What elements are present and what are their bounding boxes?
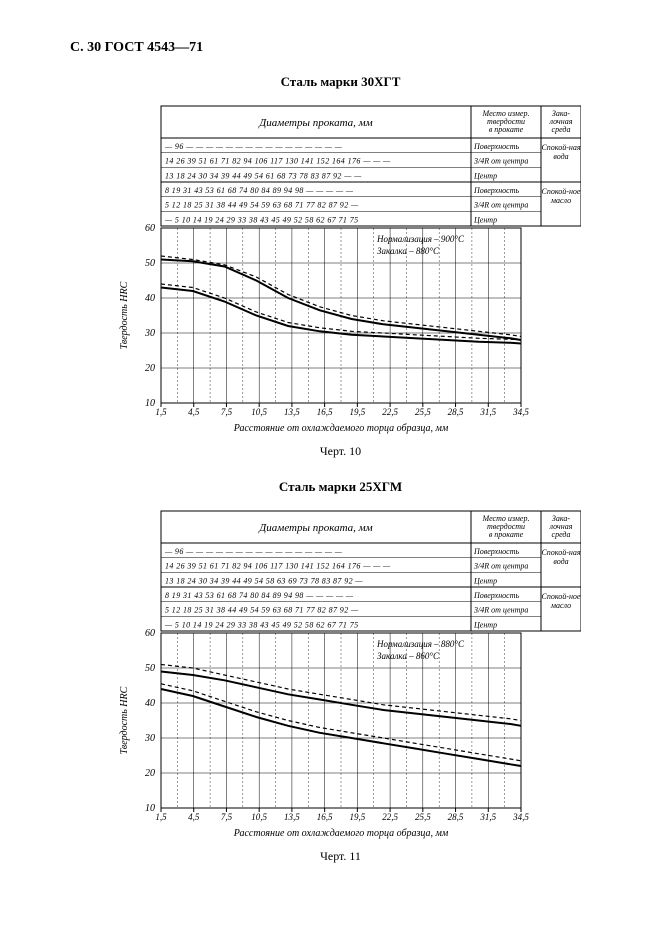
x-tick: 31,5 — [479, 812, 496, 822]
x-tick: 16,5 — [316, 407, 332, 417]
diam-row: 14 26 39 51 61 71 82 94 106 117 130 141 … — [165, 562, 391, 571]
diam-row: 14 26 39 51 61 71 82 94 106 117 130 141 … — [165, 157, 391, 166]
x-tick: 10,5 — [251, 407, 267, 417]
x-tick: 16,5 — [316, 812, 332, 822]
measure-loc: 3/4R от центра — [473, 157, 528, 166]
x-tick: 25,5 — [414, 812, 430, 822]
measure-loc: Поверхность — [473, 591, 519, 600]
y-tick: 10 — [145, 398, 155, 409]
x-tick: 1,5 — [155, 812, 167, 822]
y-tick: 30 — [144, 733, 155, 744]
svg-text:в прокате: в прокате — [488, 125, 523, 134]
svg-text:Спокой-ное: Спокой-ное — [541, 592, 580, 601]
norm-label: Нормализация – 880°С — [376, 639, 465, 649]
y-label: Твердость HRC — [119, 281, 130, 349]
measure-loc: 3/4R от центра — [473, 562, 528, 571]
chart-svg: Диаметры проката, ммМесто измер.твердост… — [101, 98, 581, 438]
y-label: Твердость HRC — [119, 686, 130, 754]
diam-row: — 5 10 14 19 24 29 33 38 43 45 49 52 58 … — [164, 215, 359, 224]
svg-text:вода: вода — [553, 152, 568, 161]
x-label: Расстояние от охлаждаемого торца образца… — [232, 828, 448, 839]
measure-loc: 3/4R от центра — [473, 201, 528, 210]
svg-text:Спокой-ное: Спокой-ное — [541, 187, 580, 196]
x-tick: 34,5 — [512, 812, 529, 822]
y-tick: 10 — [145, 803, 155, 814]
x-tick: 34,5 — [512, 407, 529, 417]
x-tick: 13,5 — [284, 407, 300, 417]
chart-svg: Диаметры проката, ммМесто измер.твердост… — [101, 503, 581, 843]
diam-row: — 5 10 14 19 24 29 33 38 43 45 49 52 58 … — [164, 620, 359, 629]
x-tick: 1,5 — [155, 407, 167, 417]
x-tick: 4,5 — [188, 407, 200, 417]
measure-loc: 3/4R от центра — [473, 606, 528, 615]
measure-loc: Поверхность — [473, 186, 519, 195]
svg-text:среда: среда — [551, 125, 570, 134]
chart-title: Сталь марки 30ХГТ — [70, 74, 611, 90]
y-tick: 50 — [145, 663, 155, 674]
diam-row: — 96 — — — — — — — — — — — — — — — — — [164, 142, 343, 151]
curve-upper_solid — [161, 260, 521, 341]
y-tick: 20 — [145, 363, 155, 374]
x-tick: 22,5 — [382, 407, 398, 417]
svg-text:масло: масло — [549, 601, 570, 610]
x-tick: 31,5 — [479, 407, 496, 417]
svg-text:Спокой-ная: Спокой-ная — [541, 548, 580, 557]
x-tick: 10,5 — [251, 812, 267, 822]
chart-caption: Черт. 10 — [70, 444, 611, 459]
chart-caption: Черт. 11 — [70, 849, 611, 864]
svg-text:Спокой-ная: Спокой-ная — [541, 143, 580, 152]
measure-loc: Центр — [473, 620, 497, 629]
chart-block: Сталь марки 30ХГТ Диаметры проката, ммМес… — [70, 74, 611, 459]
svg-text:в прокате: в прокате — [488, 530, 523, 539]
diam-row: 13 18 24 30 34 39 44 49 54 58 63 69 73 7… — [165, 576, 363, 585]
x-tick: 28,5 — [447, 407, 463, 417]
chart-title: Сталь марки 25ХГМ — [70, 479, 611, 495]
hard-label: Закалка – 880°С — [377, 246, 440, 256]
x-tick: 22,5 — [382, 812, 398, 822]
x-tick: 7,5 — [220, 407, 232, 417]
x-tick: 25,5 — [414, 407, 430, 417]
curve-upper_dash — [161, 665, 521, 721]
diam-row: — 96 — — — — — — — — — — — — — — — — — [164, 547, 343, 556]
measure-loc: Центр — [473, 576, 497, 585]
measure-loc: Центр — [473, 215, 497, 224]
y-tick: 40 — [145, 698, 155, 709]
measure-loc: Центр — [473, 171, 497, 180]
x-tick: 19,5 — [349, 812, 365, 822]
diam-row: 13 18 24 30 34 39 44 49 54 61 68 73 78 8… — [165, 171, 362, 180]
x-tick: 4,5 — [188, 812, 200, 822]
y-tick: 40 — [145, 293, 155, 304]
chart-block: Сталь марки 25ХГМ Диаметры проката, ммМес… — [70, 479, 611, 864]
page-header: С. 30 ГОСТ 4543—71 — [70, 40, 611, 56]
x-label: Расстояние от охлаждаемого торца образца… — [232, 423, 448, 434]
y-tick: 30 — [144, 328, 155, 339]
diam-row: 5 12 18 25 31 38 44 49 54 59 63 68 71 77… — [165, 201, 359, 210]
y-tick: 60 — [145, 223, 155, 234]
x-tick: 28,5 — [447, 812, 463, 822]
diam-title: Диаметры проката, мм — [258, 117, 372, 129]
y-tick: 50 — [145, 258, 155, 269]
measure-loc: Поверхность — [473, 547, 519, 556]
norm-label: Нормализация – 900°С — [376, 234, 465, 244]
diam-row: 8 19 31 43 53 61 68 74 80 84 89 94 98 — … — [165, 591, 354, 600]
x-tick: 13,5 — [284, 812, 300, 822]
measure-loc: Поверхность — [473, 142, 519, 151]
diam-row: 8 19 31 43 53 61 68 74 80 84 89 94 98 — … — [165, 186, 354, 195]
x-tick: 19,5 — [349, 407, 365, 417]
y-tick: 20 — [145, 768, 155, 779]
y-tick: 60 — [145, 628, 155, 639]
x-tick: 7,5 — [220, 812, 232, 822]
svg-text:масло: масло — [549, 196, 570, 205]
hard-label: Закалка – 860°С — [377, 651, 440, 661]
diam-title: Диаметры проката, мм — [258, 522, 372, 534]
svg-text:среда: среда — [551, 530, 570, 539]
diam-row: 5 12 18 25 31 38 44 49 54 59 63 68 71 77… — [165, 606, 359, 615]
svg-text:вода: вода — [553, 557, 568, 566]
